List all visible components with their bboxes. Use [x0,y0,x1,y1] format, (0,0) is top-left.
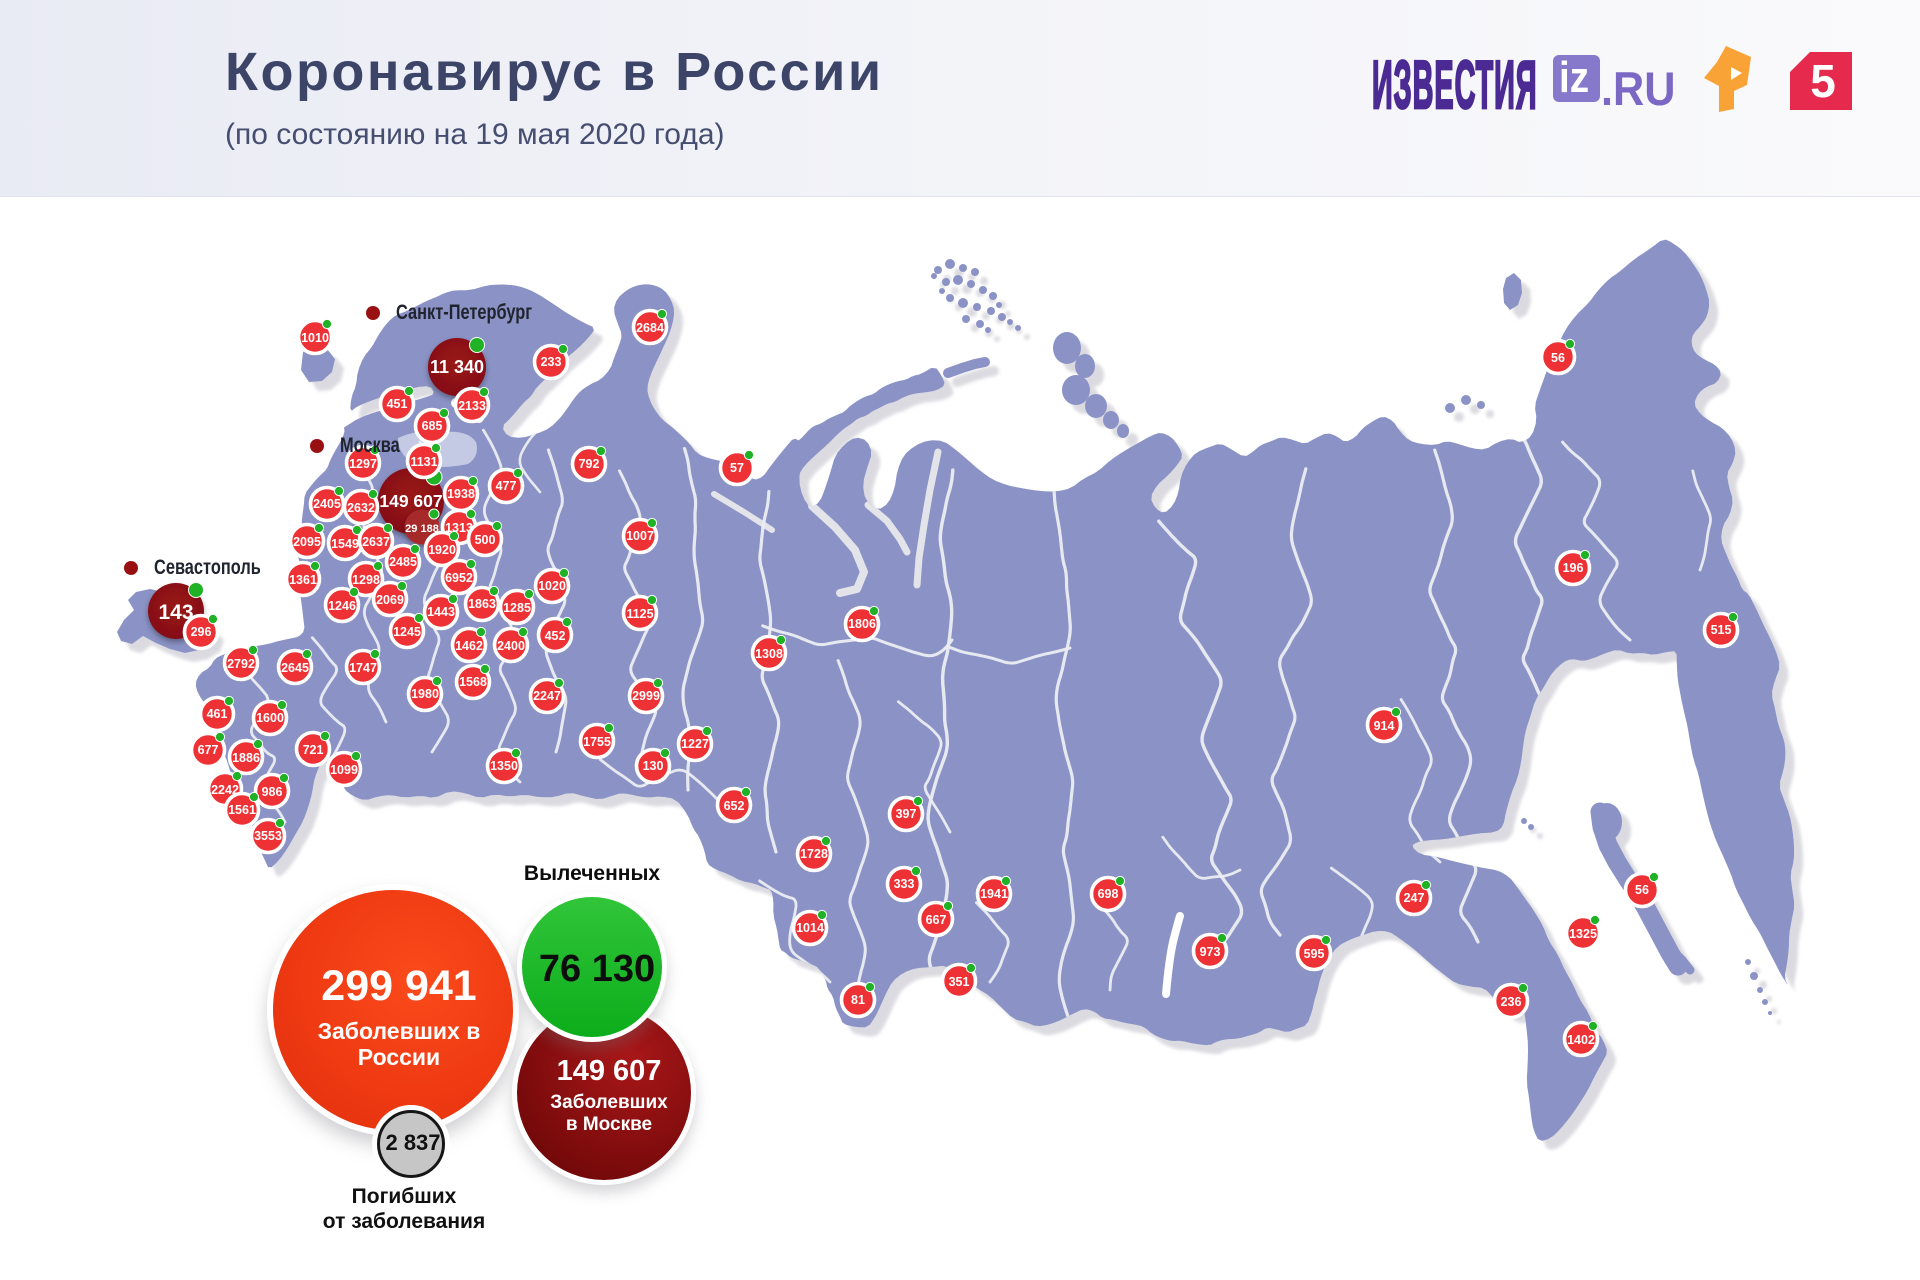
svg-text:1443: 1443 [427,605,455,619]
svg-text:1350: 1350 [490,759,518,773]
svg-text:236: 236 [1501,995,1522,1009]
svg-text:2405: 2405 [313,497,341,511]
svg-text:397: 397 [896,807,917,821]
svg-text:1308: 1308 [755,647,783,661]
svg-text:1298: 1298 [352,573,380,587]
svg-text:2684: 2684 [636,321,664,335]
svg-text:143: 143 [158,601,193,624]
svg-text:451: 451 [387,397,408,411]
svg-text:477: 477 [496,479,517,493]
svg-text:56: 56 [1551,351,1565,365]
svg-text:1462: 1462 [455,639,483,653]
svg-text:792: 792 [579,457,600,471]
svg-text:2632: 2632 [347,501,375,515]
svg-text:6952: 6952 [445,571,473,585]
svg-text:452: 452 [545,629,566,643]
svg-text:973: 973 [1200,945,1221,959]
svg-text:57: 57 [730,461,744,475]
svg-text:233: 233 [541,355,562,369]
svg-text:2792: 2792 [227,657,255,671]
svg-text:2133: 2133 [458,399,486,413]
svg-text:1938: 1938 [447,487,475,501]
svg-text:698: 698 [1098,887,1119,901]
svg-text:2095: 2095 [293,535,321,549]
svg-text:1010: 1010 [301,331,329,345]
svg-text:5: 5 [1810,55,1836,107]
svg-text:81: 81 [851,993,865,1007]
svg-text:2645: 2645 [281,661,309,675]
svg-text:677: 677 [198,743,219,757]
svg-text:1941: 1941 [980,887,1008,901]
svg-text:461: 461 [207,707,228,721]
svg-text:515: 515 [1711,623,1732,637]
svg-text:1007: 1007 [626,529,654,543]
svg-text:1325: 1325 [1569,927,1597,941]
svg-text:1863: 1863 [468,597,496,611]
svg-text:1561: 1561 [228,803,256,817]
svg-text:1131: 1131 [410,455,437,469]
svg-text:652: 652 [724,799,745,813]
svg-text:56: 56 [1635,883,1649,897]
svg-text:2637: 2637 [362,535,390,549]
svg-text:1245: 1245 [393,625,421,639]
svg-text:1600: 1600 [256,711,284,725]
svg-text:667: 667 [926,913,947,927]
svg-text:1806: 1806 [848,617,876,631]
svg-text:2069: 2069 [376,593,404,607]
svg-text:1020: 1020 [538,579,566,593]
svg-text:1246: 1246 [328,599,356,613]
svg-text:1755: 1755 [583,735,611,749]
svg-text:1886: 1886 [232,751,260,765]
svg-text:149 607: 149 607 [379,491,442,511]
svg-text:2485: 2485 [389,555,417,569]
svg-text:1980: 1980 [411,687,439,701]
svg-text:296: 296 [191,625,212,639]
svg-text:1227: 1227 [681,737,709,751]
svg-text:2999: 2999 [632,689,660,703]
svg-text:1920: 1920 [428,543,456,557]
svg-text:130: 130 [643,759,664,773]
svg-text:914: 914 [1374,719,1395,733]
svg-text:986: 986 [262,785,283,799]
svg-text:500: 500 [475,533,496,547]
svg-text:595: 595 [1304,947,1325,961]
svg-text:721: 721 [303,743,324,757]
svg-text:2242: 2242 [211,783,239,797]
svg-text:1014: 1014 [796,921,824,935]
svg-text:1361: 1361 [289,573,317,587]
svg-text:1297: 1297 [349,457,377,471]
svg-text:1568: 1568 [459,675,487,689]
svg-text:333: 333 [894,877,915,891]
svg-text:685: 685 [422,419,443,433]
svg-text:2400: 2400 [497,639,525,653]
svg-text:29 188: 29 188 [405,523,439,535]
svg-text:196: 196 [1563,561,1584,575]
svg-text:1099: 1099 [330,763,358,777]
svg-text:1549: 1549 [331,537,359,551]
svg-text:3553: 3553 [254,829,282,843]
svg-text:247: 247 [1404,891,1425,905]
svg-text:1747: 1747 [349,661,377,675]
svg-text:2247: 2247 [533,689,561,703]
svg-text:11 340: 11 340 [430,357,484,377]
svg-text:1285: 1285 [503,601,531,615]
svg-text:351: 351 [949,975,970,989]
svg-text:1402: 1402 [1567,1033,1595,1047]
svg-text:1125: 1125 [626,607,653,621]
svg-text:1728: 1728 [800,847,828,861]
